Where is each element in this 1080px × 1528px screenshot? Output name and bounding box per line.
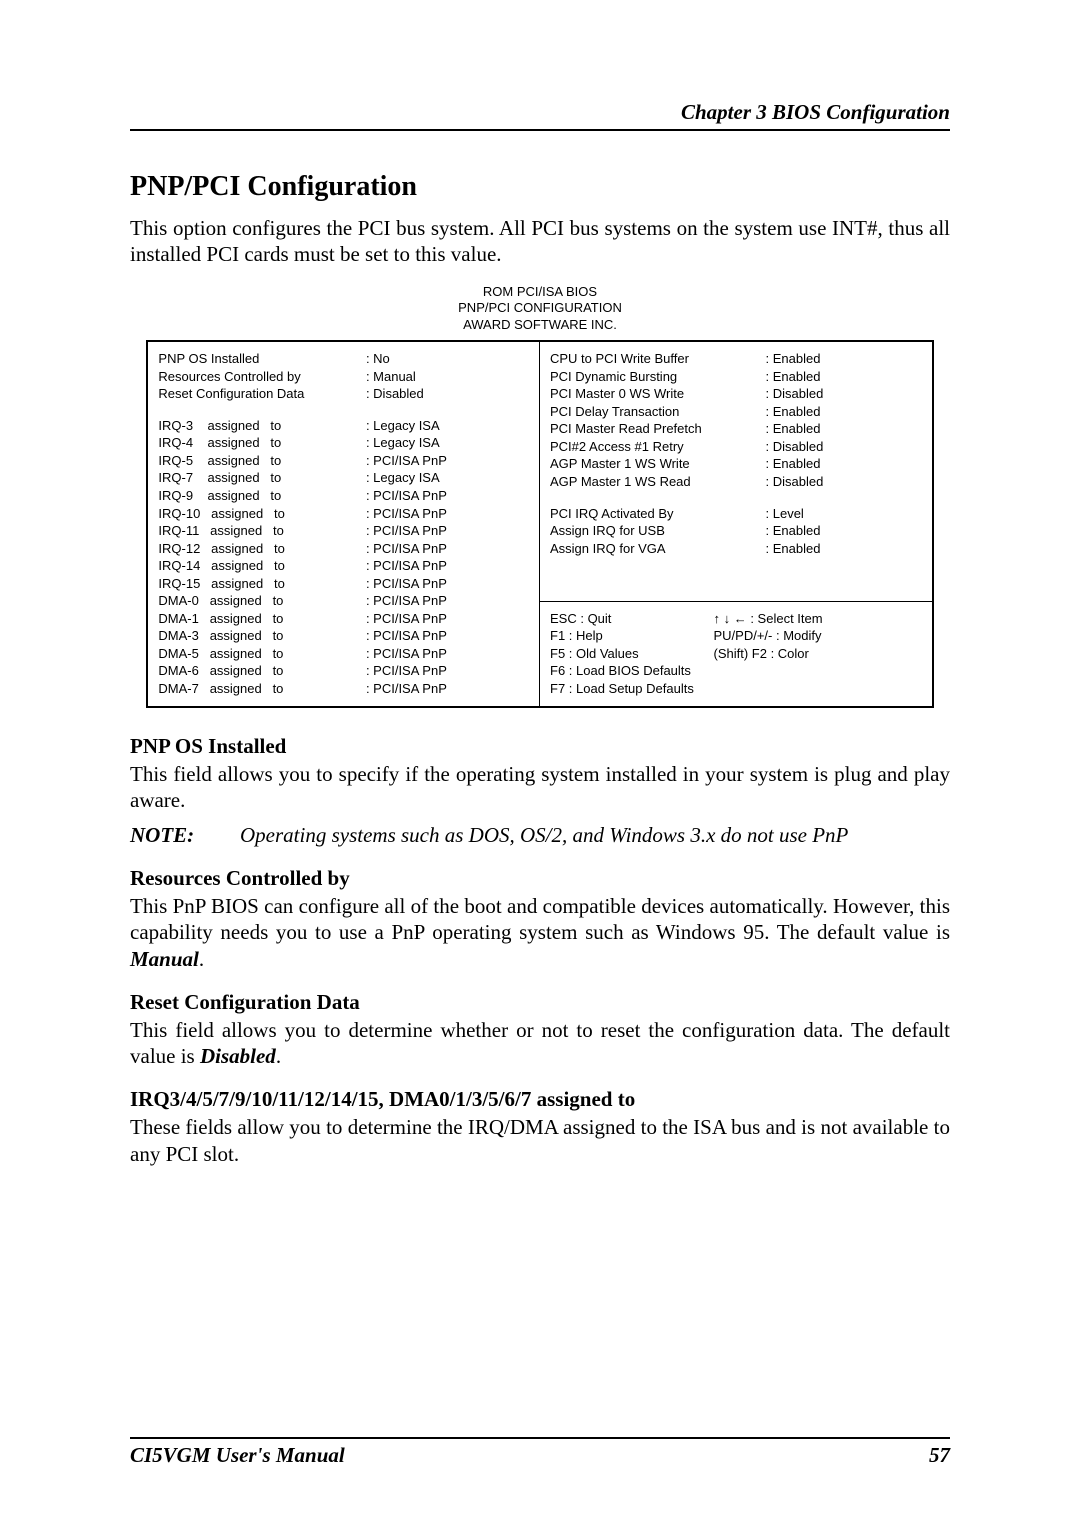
- bios-row: AGP Master 1 WS Read: Disabled: [550, 473, 922, 491]
- sub-text-2: This PnP BIOS can configure all of the b…: [130, 893, 950, 972]
- bios-row: PNP OS Installed: No: [158, 350, 529, 368]
- bios-right-panel: CPU to PCI Write Buffer: EnabledPCI Dyna…: [540, 342, 932, 705]
- bios-row: IRQ-7 assigned to: Legacy ISA: [158, 469, 529, 487]
- nav-row: F6 : Load BIOS Defaults: [550, 662, 922, 680]
- nav-row: F7 : Load Setup Defaults: [550, 680, 922, 698]
- sub-text-3: This field allows you to determine wheth…: [130, 1017, 950, 1070]
- sub-text-4: These fields allow you to determine the …: [130, 1114, 950, 1167]
- bios-row: IRQ-4 assigned to: Legacy ISA: [158, 434, 529, 452]
- bios-row: IRQ-3 assigned to: Legacy ISA: [158, 417, 529, 435]
- chapter-header: Chapter 3 BIOS Configuration: [130, 100, 950, 131]
- bios-row: Assign IRQ for VGA: Enabled: [550, 540, 922, 558]
- bios-row: DMA-3 assigned to: PCI/ISA PnP: [158, 627, 529, 645]
- bios-row: IRQ-5 assigned to: PCI/ISA PnP: [158, 452, 529, 470]
- bios-row: Reset Configuration Data: Disabled: [158, 385, 529, 403]
- sub-heading-4: IRQ3/4/5/7/9/10/11/12/14/15, DMA0/1/3/5/…: [130, 1087, 950, 1112]
- sub-heading-1: PNP OS Installed: [130, 734, 950, 759]
- footer-right: 57: [929, 1443, 950, 1468]
- bios-title-1: ROM PCI/ISA BIOS: [146, 284, 933, 301]
- bios-right-top: CPU to PCI Write Buffer: EnabledPCI Dyna…: [540, 342, 932, 601]
- bios-row: AGP Master 1 WS Write: Enabled: [550, 455, 922, 473]
- intro-text: This option configures the PCI bus syste…: [130, 215, 950, 268]
- note-label: NOTE:: [130, 823, 240, 848]
- sub-heading-2: Resources Controlled by: [130, 866, 950, 891]
- bios-title-2: PNP/PCI CONFIGURATION: [146, 300, 933, 317]
- bios-title: ROM PCI/ISA BIOS PNP/PCI CONFIGURATION A…: [146, 284, 933, 335]
- bios-row: PCI Master Read Prefetch: Enabled: [550, 420, 922, 438]
- bios-title-3: AWARD SOFTWARE INC.: [146, 317, 933, 334]
- page-footer: CI5VGM User's Manual 57: [130, 1437, 950, 1468]
- sub-heading-3: Reset Configuration Data: [130, 990, 950, 1015]
- bios-row: PCI IRQ Activated By: Level: [550, 505, 922, 523]
- nav-row: F5 : Old Values(Shift) F2 : Color: [550, 645, 922, 663]
- bios-row: IRQ-9 assigned to: PCI/ISA PnP: [158, 487, 529, 505]
- bios-row: Resources Controlled by: Manual: [158, 368, 529, 386]
- note-row: NOTE: Operating systems such as DOS, OS/…: [130, 823, 950, 848]
- footer-left: CI5VGM User's Manual: [130, 1443, 345, 1468]
- bios-row: IRQ-14 assigned to: PCI/ISA PnP: [158, 557, 529, 575]
- bold-manual: Manual: [130, 947, 199, 971]
- bios-left-panel: PNP OS Installed: NoResources Controlled…: [148, 342, 540, 705]
- bios-box: PNP OS Installed: NoResources Controlled…: [146, 340, 933, 707]
- bios-row: PCI Master 0 WS Write: Disabled: [550, 385, 922, 403]
- bios-row: DMA-1 assigned to: PCI/ISA PnP: [158, 610, 529, 628]
- note-body: Operating systems such as DOS, OS/2, and…: [240, 823, 950, 848]
- nav-row: F1 : HelpPU/PD/+/- : Modify: [550, 627, 922, 645]
- section-title: PNP/PCI Configuration: [130, 171, 950, 203]
- bios-row: PCI Dynamic Bursting: Enabled: [550, 368, 922, 386]
- bios-nav-panel: ESC : Quit↑ ↓ ← : Select ItemF1 : HelpPU…: [540, 601, 932, 706]
- nav-row: ESC : Quit↑ ↓ ← : Select Item: [550, 610, 922, 628]
- bios-row: IRQ-10 assigned to: PCI/ISA PnP: [158, 505, 529, 523]
- bios-row: DMA-7 assigned to: PCI/ISA PnP: [158, 680, 529, 698]
- bios-row: DMA-6 assigned to: PCI/ISA PnP: [158, 662, 529, 680]
- bios-row: PCI#2 Access #1 Retry: Disabled: [550, 438, 922, 456]
- bios-screen: ROM PCI/ISA BIOS PNP/PCI CONFIGURATION A…: [146, 284, 933, 708]
- bios-row: CPU to PCI Write Buffer: Enabled: [550, 350, 922, 368]
- bold-disabled: Disabled: [200, 1044, 276, 1068]
- bios-row: DMA-5 assigned to: PCI/ISA PnP: [158, 645, 529, 663]
- bios-row: IRQ-12 assigned to: PCI/ISA PnP: [158, 540, 529, 558]
- bios-row: IRQ-15 assigned to: PCI/ISA PnP: [158, 575, 529, 593]
- bios-row: IRQ-11 assigned to: PCI/ISA PnP: [158, 522, 529, 540]
- bios-row: PCI Delay Transaction: Enabled: [550, 403, 922, 421]
- sub-text-1: This field allows you to specify if the …: [130, 761, 950, 814]
- bios-row: DMA-0 assigned to: PCI/ISA PnP: [158, 592, 529, 610]
- bios-row: Assign IRQ for USB: Enabled: [550, 522, 922, 540]
